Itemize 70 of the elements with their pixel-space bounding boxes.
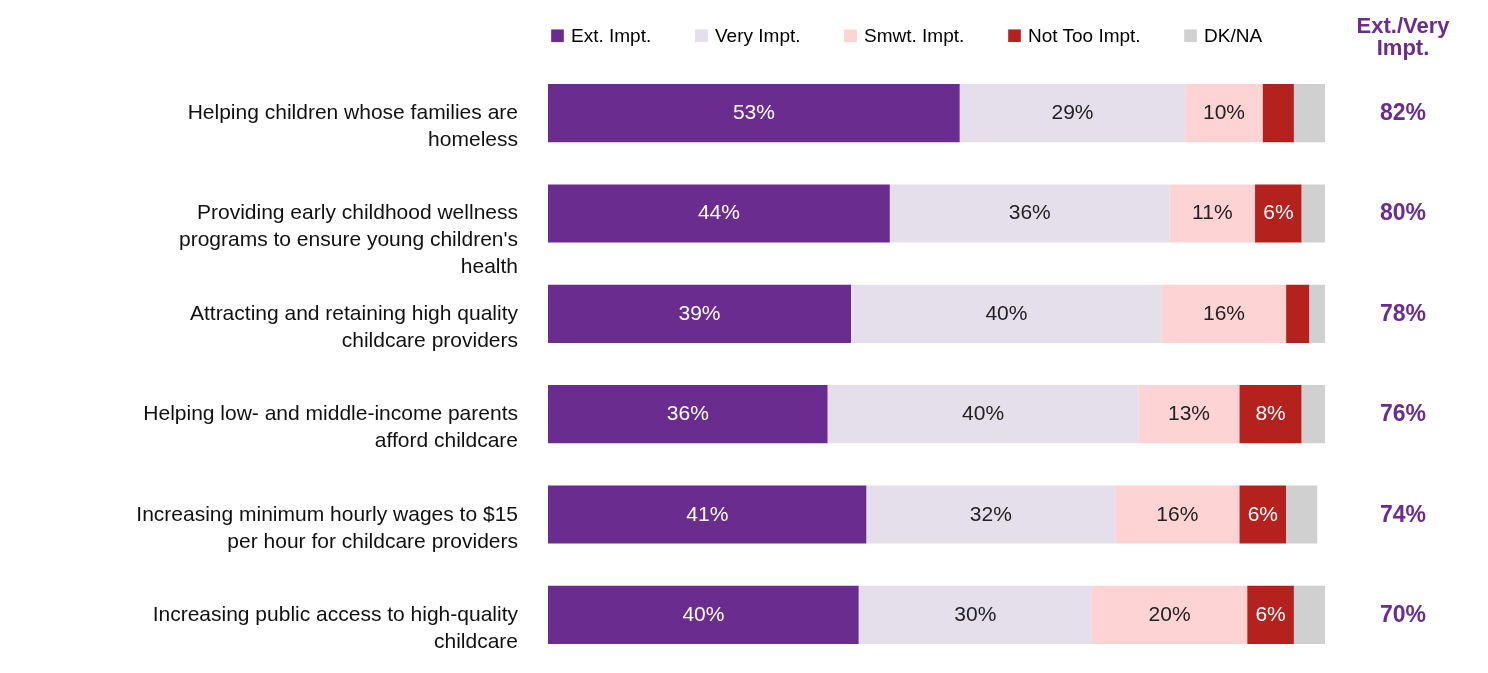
data-label: 6% xyxy=(1247,501,1279,525)
bar xyxy=(1161,284,1287,343)
data-label: 44% xyxy=(697,200,740,224)
bar xyxy=(548,284,852,343)
bar xyxy=(1301,184,1325,243)
bar xyxy=(1247,585,1294,644)
data-label: 41% xyxy=(686,501,729,525)
bar xyxy=(866,485,1116,544)
legend-label: DK/NA xyxy=(1204,24,1263,46)
bar xyxy=(1286,485,1318,544)
bar xyxy=(1293,84,1325,143)
bar xyxy=(959,84,1186,143)
bar xyxy=(858,585,1092,644)
bar xyxy=(1169,184,1256,243)
y-tick-label: Helping children whose families are homeless xyxy=(187,100,518,151)
legend-label: Very Impt. xyxy=(715,24,801,46)
text: 76% xyxy=(1379,400,1427,427)
text: 78% xyxy=(1379,299,1427,326)
data-label: 40% xyxy=(682,601,725,625)
y-tick-label: Increasing public access to high-quality childcare xyxy=(152,601,519,652)
y-tick-label: Attracting and retaining high quality childcare providers xyxy=(189,300,519,351)
data-label: 53% xyxy=(732,100,775,124)
data-label: 39% xyxy=(678,300,721,324)
data-label: 29% xyxy=(1051,100,1094,124)
legend-label: Not Too Impt. xyxy=(1028,24,1141,46)
bar xyxy=(851,284,1162,343)
bar xyxy=(1255,184,1302,243)
data-label: 40% xyxy=(962,401,1005,425)
y-tick-label: Increasing minimum hourly wages to $15 per hour for childcare providers xyxy=(136,501,518,552)
data-label: 11% xyxy=(1192,200,1233,224)
legend-label: Smwt. Impt. xyxy=(864,24,965,46)
bar xyxy=(548,585,859,644)
text: 74% xyxy=(1379,500,1427,527)
data-label: 6% xyxy=(1263,200,1294,224)
bar xyxy=(548,184,890,243)
bar xyxy=(827,385,1139,444)
bar xyxy=(548,385,828,444)
bar xyxy=(1091,585,1248,644)
data-label: 13% xyxy=(1168,401,1211,425)
text: 82% xyxy=(1379,99,1427,126)
bar xyxy=(1185,84,1263,143)
bar xyxy=(1239,385,1302,444)
bar xyxy=(548,485,867,544)
bar xyxy=(1293,585,1325,644)
y-tick-label: Helping low- and middle-income parents afford childcare xyxy=(143,401,518,452)
text: 70% xyxy=(1379,600,1427,627)
bar xyxy=(1138,385,1240,444)
data-label: 36% xyxy=(1008,200,1051,224)
bar xyxy=(1262,84,1294,143)
data-label: 36% xyxy=(666,401,709,425)
bar xyxy=(1286,284,1310,343)
data-label: 16% xyxy=(1156,501,1199,525)
data-label: 16% xyxy=(1202,300,1246,324)
data-label: 40% xyxy=(985,300,1028,324)
text: Ext./Very Impt. xyxy=(1356,13,1451,60)
data-label: 32% xyxy=(969,501,1012,525)
data-label: 20% xyxy=(1148,601,1191,625)
bar xyxy=(1301,385,1325,444)
y-tick-label: Providing early childhood wellness programs to ensure young children's health xyxy=(178,200,518,278)
bar xyxy=(1115,485,1240,544)
data-label: 30% xyxy=(954,601,997,625)
data-label: 10% xyxy=(1202,100,1246,124)
bar xyxy=(1239,485,1287,544)
text: 80% xyxy=(1379,199,1427,226)
bar xyxy=(889,184,1170,243)
bar xyxy=(1309,284,1325,343)
bar xyxy=(548,84,960,143)
data-label: 6% xyxy=(1255,601,1286,625)
data-label: 8% xyxy=(1255,401,1286,425)
legend-label: Ext. Impt. xyxy=(571,24,652,46)
